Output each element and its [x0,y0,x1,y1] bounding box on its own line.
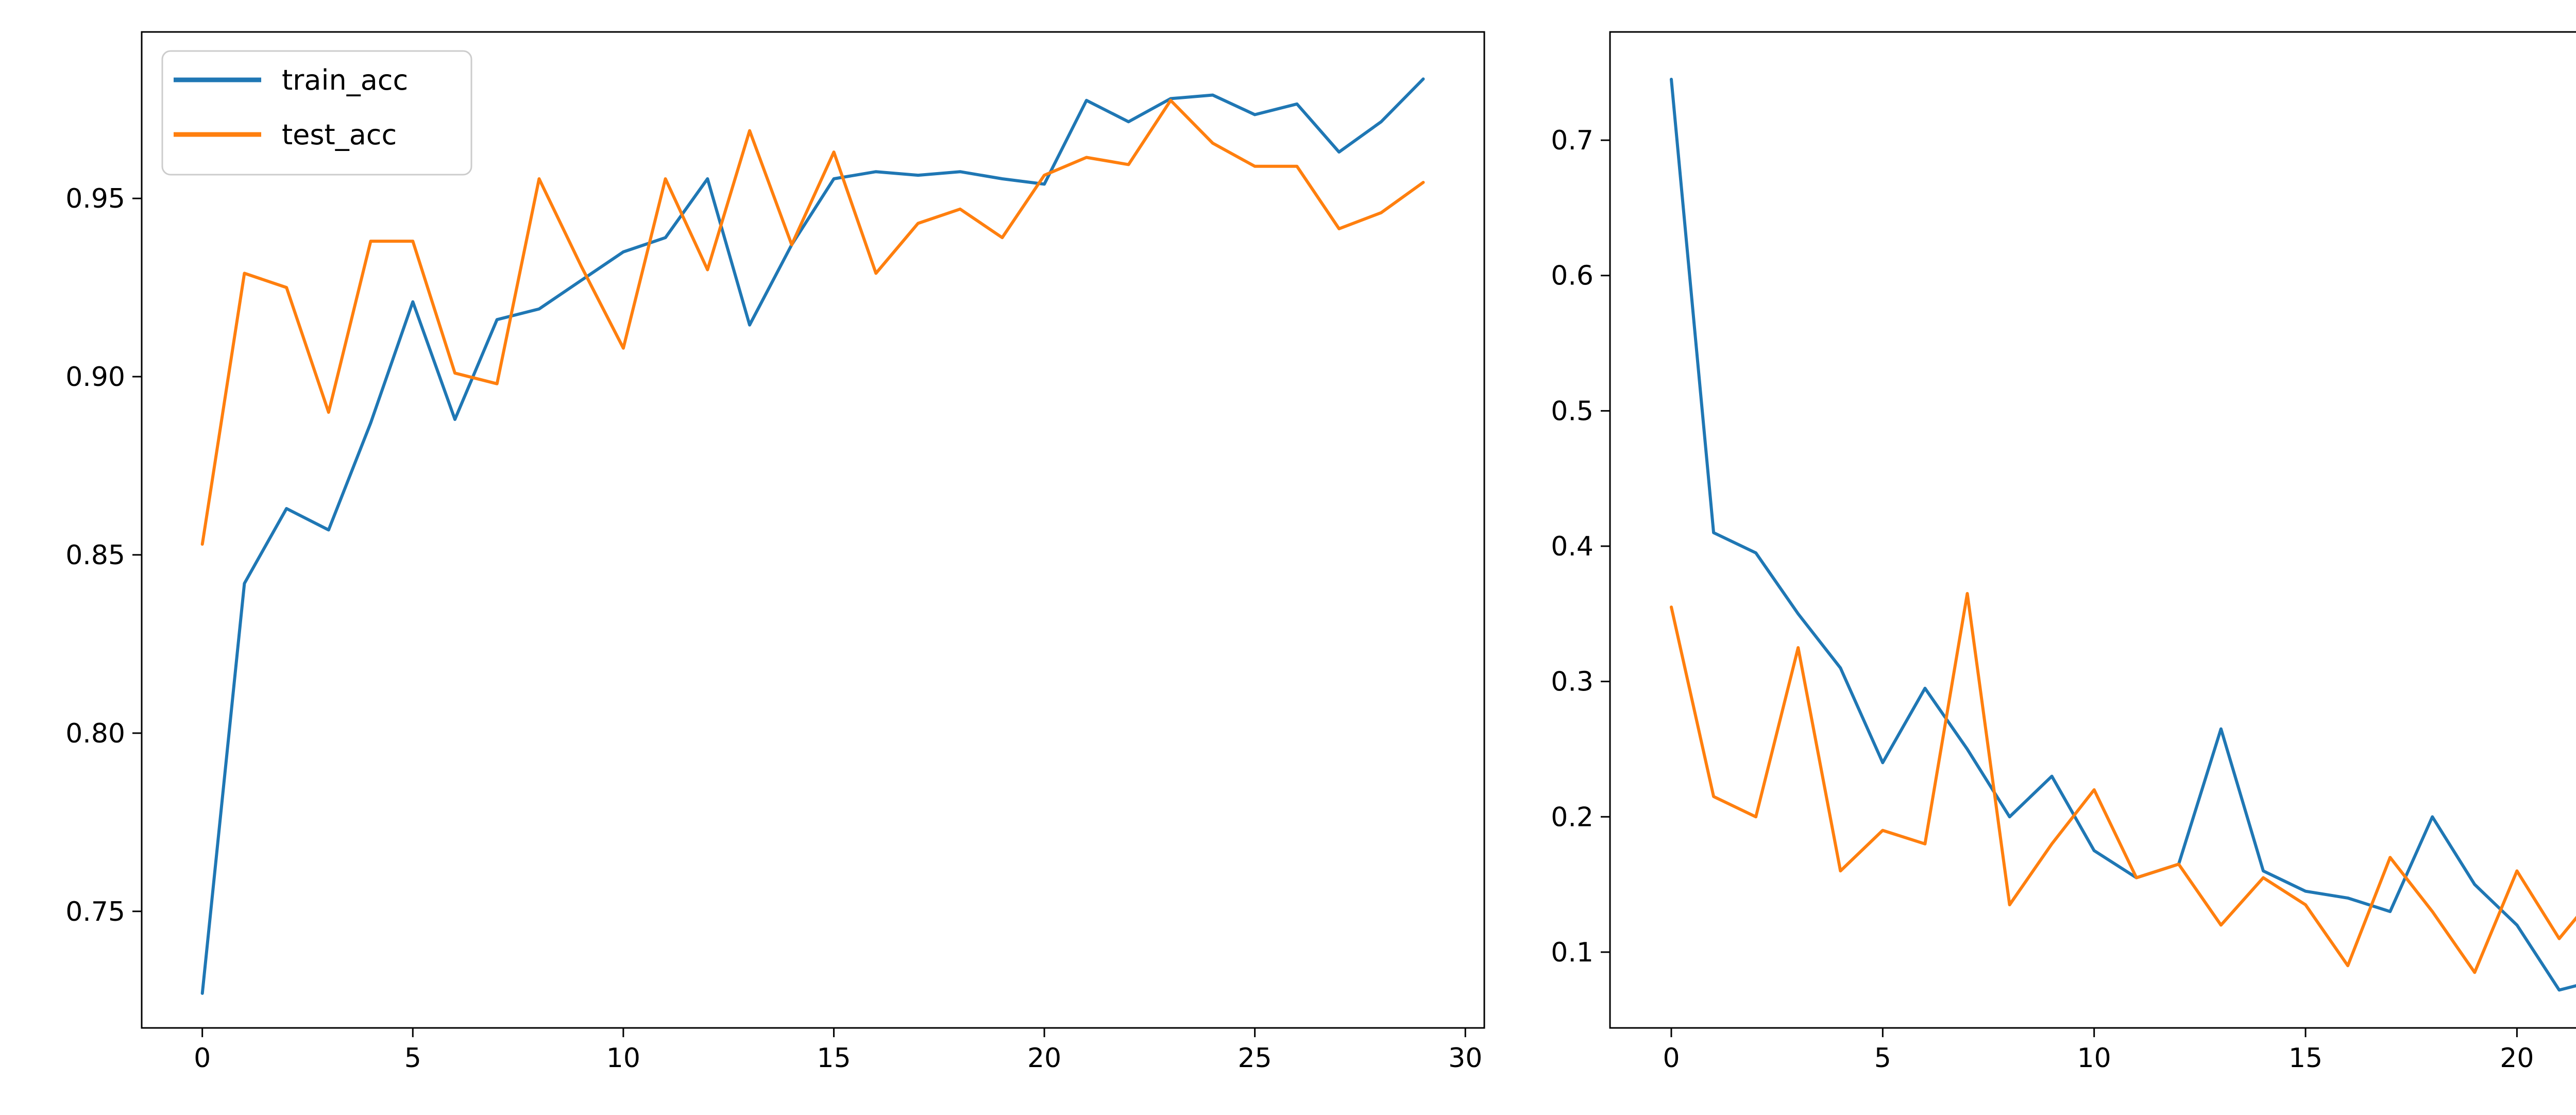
legend-label-train-acc: train_acc [282,64,408,96]
y-axis: 0.1 0.2 0.3 0.4 0.5 0.6 0.7 [1551,125,1610,968]
test-loss-line [1670,592,2576,974]
plot-area-border [1609,31,2576,1029]
y-tick-label: 0.85 [65,540,125,571]
y-tick-label: 0.7 [1551,125,1594,156]
x-tick-label: 30 [1448,1043,1482,1074]
accuracy-chart: 0 5 10 15 20 25 30 0.75 0.80 0.85 0.90 0.95 train_ac… [65,31,1485,1074]
x-tick-label: 10 [2077,1043,2111,1074]
test-acc-line [200,98,1425,546]
x-tick-label: 25 [1238,1043,1272,1074]
y-tick-label: 0.1 [1551,937,1594,968]
legend-label-test-acc: test_acc [282,119,397,151]
y-tick-label: 0.95 [65,183,125,214]
x-tick-label: 10 [606,1043,640,1074]
loss-chart: 0510152025300.10.20.30.40.50.60.7train_l… [1551,31,2576,1074]
x-tick-label: 20 [1027,1043,1061,1074]
y-tick-label: 0.5 [1551,396,1594,427]
x-tick-label: 20 [2500,1043,2534,1074]
train-acc-line [200,77,1425,995]
x-tick-label: 15 [817,1043,851,1074]
y-tick-label: 0.4 [1551,531,1594,562]
x-tick-label: 0 [194,1043,211,1074]
x-tick-label: 5 [1874,1043,1891,1074]
legend: train_acc test_acc [161,50,472,176]
x-tick-label: 5 [404,1043,421,1074]
x-axis: 0 5 10 15 20 25 30 [194,1028,1482,1074]
y-tick-label: 0.3 [1551,667,1594,698]
y-tick-label: 0.90 [65,362,125,393]
y-tick-label: 0.75 [65,897,125,927]
y-axis: 0.75 0.80 0.85 0.90 0.95 [65,183,142,927]
y-tick-label: 0.2 [1551,802,1594,833]
y-tick-label: 0.80 [65,718,125,749]
y-tick-label: 0.6 [1551,261,1594,292]
train-loss-line [1670,77,2576,992]
x-tick-label: 15 [2289,1043,2323,1074]
plot-area-border [141,31,1485,1029]
x-tick-label: 0 [1663,1043,1680,1074]
